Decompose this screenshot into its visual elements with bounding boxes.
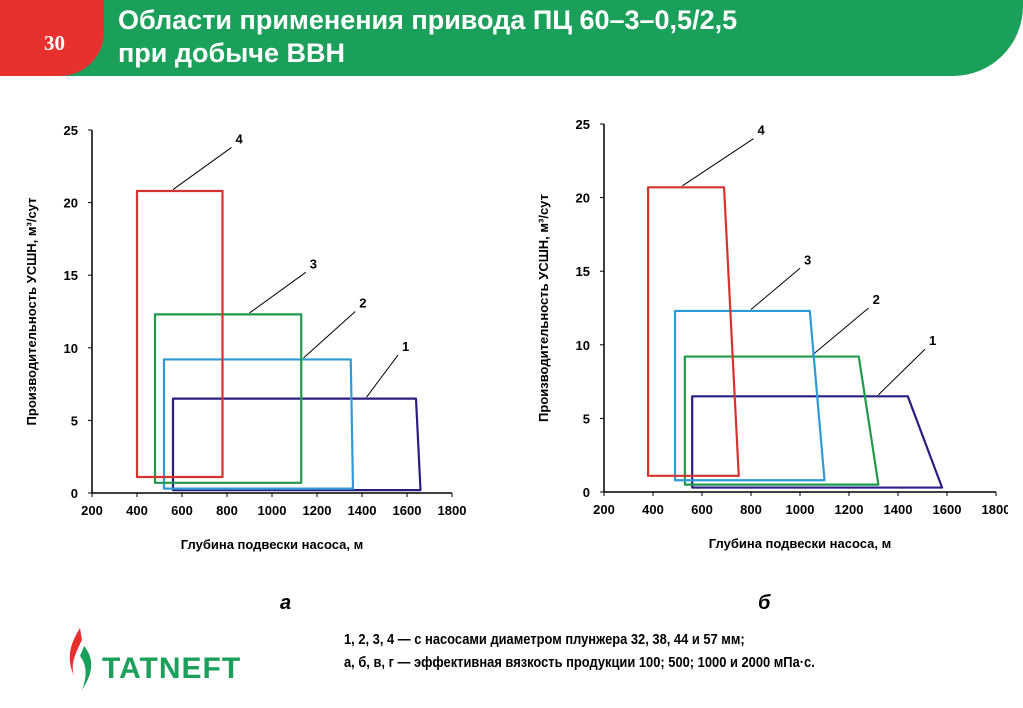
series-4-leader bbox=[172, 147, 232, 190]
series-4-label: 4 bbox=[757, 123, 765, 138]
x-tick-label: 1200 bbox=[303, 503, 332, 518]
series-3-curve bbox=[153, 313, 303, 484]
flame-icon bbox=[69, 628, 92, 690]
x-tick-label: 400 bbox=[126, 503, 148, 518]
series-3-label: 3 bbox=[804, 252, 811, 267]
series-3-leader bbox=[750, 267, 801, 310]
series-1-label: 1 bbox=[402, 339, 409, 354]
x-tick-label: 1600 bbox=[933, 502, 962, 517]
series-1-leader bbox=[878, 348, 926, 396]
x-axis-label: Глубина подвески насоса, м bbox=[181, 537, 363, 552]
y-axis-label: Производительность УСШН, м³/сут bbox=[24, 198, 39, 426]
legend-line1: 1, 2, 3, 4 — с насосами диаметром плунже… bbox=[344, 631, 745, 648]
slide-number: 30 bbox=[44, 31, 65, 55]
x-tick-label: 200 bbox=[593, 502, 615, 517]
y-tick-label: 0 bbox=[71, 486, 78, 501]
series-2-curve bbox=[162, 358, 355, 490]
x-tick-label: 1400 bbox=[884, 502, 913, 517]
series-1-label: 1 bbox=[929, 333, 936, 348]
series-1-curve bbox=[171, 397, 422, 492]
tatneft-logo: TATNEFT bbox=[60, 624, 300, 694]
y-tick-label: 15 bbox=[576, 264, 590, 279]
x-tick-label: 200 bbox=[81, 503, 103, 518]
x-tick-label: 1800 bbox=[438, 503, 467, 518]
x-tick-label: 1200 bbox=[835, 502, 864, 517]
x-tick-label: 1000 bbox=[258, 503, 287, 518]
series-4-leader bbox=[682, 138, 754, 187]
chart-a: 200 400 600 800 1000 1200 1400 1600 1800 0 5 10 15 20… bbox=[24, 123, 467, 552]
series-3-curve bbox=[673, 309, 826, 482]
series-2-curve bbox=[683, 355, 880, 486]
x-tick-label: 1000 bbox=[786, 502, 815, 517]
x-tick-label: 800 bbox=[740, 502, 762, 517]
y-tick-label: 15 bbox=[64, 268, 78, 283]
series-2-leader bbox=[811, 307, 869, 356]
chart-b: 200 400 600 800 1000 1200 1400 1600 1800 0 5 10 15 20… bbox=[536, 117, 1008, 551]
x-tick-label: 600 bbox=[691, 502, 713, 517]
series-4-curve bbox=[135, 189, 224, 479]
series-4-label: 4 bbox=[236, 131, 244, 146]
legend-line2: а, б, в, г — эффективная вязкость продук… bbox=[344, 654, 815, 671]
y-tick-label: 5 bbox=[71, 413, 78, 428]
x-tick-label: 600 bbox=[171, 503, 193, 518]
panel-label-b: б bbox=[758, 592, 771, 614]
series-2-label: 2 bbox=[359, 296, 366, 311]
x-tick-label: 1800 bbox=[982, 502, 1008, 517]
slide-title: Области применения привода ПЦ 60–3–0,5/2… bbox=[118, 4, 958, 70]
series-3-leader bbox=[249, 271, 307, 314]
y-tick-label: 5 bbox=[583, 411, 590, 426]
slide-title-line1: Области применения привода ПЦ 60–3–0,5/2… bbox=[118, 5, 738, 35]
logo-text: TATNEFT bbox=[102, 652, 242, 685]
y-tick-label: 25 bbox=[576, 117, 590, 132]
series-1-curve bbox=[691, 395, 944, 489]
y-tick-label: 20 bbox=[64, 196, 78, 211]
y-tick-label: 10 bbox=[576, 338, 590, 353]
header-bar: 30 Области применения привода ПЦ 60–3–0,… bbox=[0, 0, 1023, 76]
series-1-leader bbox=[366, 354, 399, 398]
y-tick-label: 20 bbox=[576, 191, 590, 206]
y-tick-label: 25 bbox=[64, 123, 78, 138]
header-background bbox=[0, 0, 1023, 76]
x-tick-label: 400 bbox=[642, 502, 664, 517]
x-tick-label: 1400 bbox=[348, 503, 377, 518]
slide-title-line2: при добыче ВВН bbox=[118, 38, 345, 68]
panel-label-a: а bbox=[280, 592, 292, 614]
y-tick-label: 10 bbox=[64, 341, 78, 356]
y-tick-label: 0 bbox=[583, 485, 590, 500]
x-tick-label: 1600 bbox=[393, 503, 422, 518]
series-4-curve bbox=[646, 186, 740, 477]
legend-text: 1, 2, 3, 4 — с насосами диаметром плунже… bbox=[344, 628, 815, 674]
series-2-label: 2 bbox=[873, 292, 880, 307]
series-3-label: 3 bbox=[310, 256, 317, 271]
x-tick-label: 800 bbox=[216, 503, 238, 518]
slide-number-badge: 30 bbox=[0, 0, 104, 76]
series-2-leader bbox=[303, 311, 356, 359]
x-axis-label: Глубина подвески насоса, м bbox=[709, 536, 891, 551]
y-axis-label: Производительность УСШН, м³/сут bbox=[536, 194, 551, 422]
